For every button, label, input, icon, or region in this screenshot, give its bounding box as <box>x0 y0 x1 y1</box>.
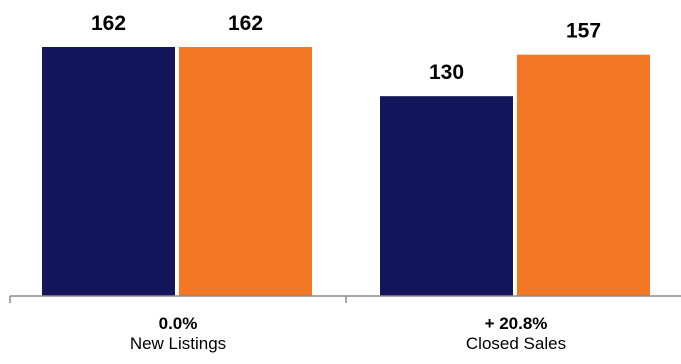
change-percent-new-listings: 0.0% <box>158 314 198 333</box>
category-name-new-listings: New Listings <box>129 334 227 353</box>
value-label-new-listings-series-1: 162 <box>91 12 126 35</box>
bar-closed-sales-series-2 <box>517 54 650 297</box>
bars-group <box>42 47 650 297</box>
category-name-closed-sales: Closed Sales <box>465 334 567 353</box>
x-axis <box>9 295 681 303</box>
value-labels-group: 162 162 130 157 <box>91 12 601 84</box>
value-label-new-listings-series-2: 162 <box>228 12 263 35</box>
bar-new-listings-series-2 <box>179 47 312 296</box>
change-percent-closed-sales: + 20.8% <box>484 314 548 333</box>
bar-closed-sales-series-1 <box>380 96 513 297</box>
bar-new-listings-series-1 <box>42 47 175 296</box>
value-label-closed-sales-series-1: 130 <box>429 61 464 84</box>
category-label-new-listings: 0.0% New Listings <box>78 314 278 354</box>
value-label-closed-sales-series-2: 157 <box>566 20 601 43</box>
category-label-closed-sales: + 20.8% Closed Sales <box>416 314 616 354</box>
